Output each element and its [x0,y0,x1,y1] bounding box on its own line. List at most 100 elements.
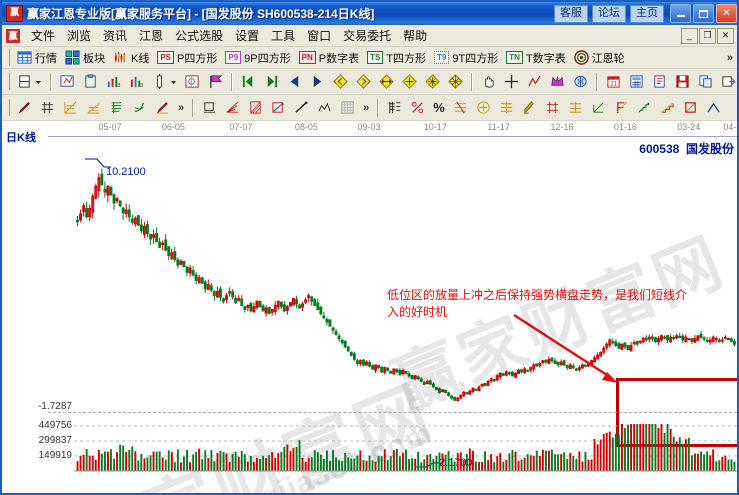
slope-button[interactable] [702,99,725,116]
p-number-table-button[interactable]: PN P数字表 [295,49,363,67]
brain-button[interactable] [569,73,592,90]
close-button[interactable]: ✕ [716,4,737,23]
menu-item-formula-screen[interactable]: 公式选股 [175,29,224,43]
menu-item-settings[interactable]: 设置 [235,29,260,43]
pct-line-button[interactable] [449,99,472,116]
menu-item-tools[interactable]: 工具 [271,29,296,43]
mdi-minimize-button[interactable]: _ [681,27,698,44]
sector-button[interactable]: 板块 [61,49,109,67]
pen-button[interactable] [13,99,36,116]
crosshair-icon [504,74,519,89]
box-pattern-button[interactable] [244,99,267,116]
zoom-search-button[interactable] [56,73,79,90]
9p-square-button[interactable]: P9 9P四方形 [221,49,294,67]
trendline-button[interactable] [290,99,313,116]
menu-item-help[interactable]: 帮助 [403,29,428,43]
zigzag2-button[interactable] [313,99,336,116]
toolbar-grip[interactable] [4,49,10,66]
crown-button[interactable] [546,73,569,90]
diamond-right-button[interactable] [352,73,375,90]
vertical-bar-button[interactable] [148,73,181,90]
export-button[interactable] [717,73,737,90]
menu-item-window[interactable]: 窗口 [307,29,332,43]
maximize-button[interactable] [693,4,714,23]
t-number-table-button[interactable]: TN T数字表 [502,49,569,67]
calendar-button[interactable]: 21 [602,73,625,90]
gold-bar-button[interactable] [495,99,518,116]
stair-button[interactable] [656,99,679,116]
minimize-button[interactable] [670,4,691,23]
price-pane[interactable] [2,155,737,413]
first-page-button[interactable] [237,73,260,90]
menu-item-file[interactable]: 文件 [31,29,56,43]
fan-lines-button[interactable] [221,99,244,116]
gann-fan-gold-button[interactable] [59,99,82,116]
toolbar-overflow-chevron[interactable]: » [726,51,733,64]
hand-button[interactable] [477,73,500,90]
diamond-cross-button[interactable] [398,73,421,90]
next-button[interactable] [306,73,329,90]
grid-lines-button[interactable] [36,99,59,116]
last-page-button[interactable] [260,73,283,90]
notes-button[interactable] [648,73,671,90]
mdi-close-button[interactable]: ✕ [717,27,734,44]
prev-button[interactable] [283,73,306,90]
copy-button[interactable] [694,73,717,90]
bar-chart-3b-button[interactable]: 3 [125,73,148,90]
ruler-button[interactable] [383,99,406,116]
mdi-restore-button[interactable]: ❐ [699,27,716,44]
9t-square-button[interactable]: T9 9T四方形 [430,49,502,67]
quotes-button[interactable]: 行情 [13,49,61,67]
percent-button[interactable]: % [429,99,449,116]
save-button[interactable] [671,73,694,90]
dropdown-arrow2-icon[interactable] [170,75,177,89]
chart-area[interactable]: 日K线 05-07 06-05 07-07 08-05 09-03 10-17 … [2,121,737,493]
fibonacci-button[interactable] [105,99,128,116]
clipboard-button[interactable] [79,73,102,90]
forum-button[interactable]: 论坛 [592,4,626,23]
paint-button[interactable] [518,99,541,116]
flag-button[interactable] [204,73,227,90]
curve-button[interactable] [128,99,151,116]
cross-red-button[interactable] [541,99,564,116]
menu-item-trading[interactable]: 交易委托 [343,29,392,43]
gold-ratio-button[interactable] [564,99,587,116]
p-square-button[interactable]: PS P四方形 [153,49,221,67]
diamond-multi-button[interactable] [444,73,467,90]
gann-wheel-button[interactable]: 江恩轮 [570,49,629,67]
diamond-both-button[interactable] [375,73,398,90]
gann-fan2-button[interactable] [82,99,105,116]
kline-button[interactable]: K线 [109,49,153,67]
settings-chart-button[interactable] [181,73,204,90]
gold-circle-button[interactable] [472,99,495,116]
menu-item-browse[interactable]: 浏览 [67,29,92,43]
drawing-overflow-chevron-2[interactable]: » [363,101,370,114]
t-square-button[interactable]: TS T四方形 [363,49,430,67]
dropdown-arrow-icon[interactable] [35,75,42,89]
grid-mesh-button[interactable] [336,99,359,116]
f-line-button[interactable] [610,99,633,116]
box-red-button[interactable] [679,99,702,116]
homepage-button[interactable]: 主页 [630,4,664,23]
menu-item-news[interactable]: 资讯 [103,29,128,43]
calculator-button[interactable] [625,73,648,90]
volume-pane[interactable]: 449756 299837 149919 [2,420,737,493]
zigzag-button[interactable] [523,73,546,90]
diamond-star-button[interactable] [421,73,444,90]
drawing-overflow-chevron-1[interactable]: » [178,101,185,114]
menu-item-gann[interactable]: 江恩 [139,29,164,43]
percent-red-button[interactable] [406,99,429,116]
period-day-button[interactable] [13,73,46,90]
percent-icon: % [433,100,445,115]
square-frame-button[interactable] [198,99,221,116]
diamond-left-button[interactable] [329,73,352,90]
toolbar-grip-2[interactable] [4,73,10,90]
bar-chart-3-button[interactable]: 3 [102,73,125,90]
box-arrow-button[interactable] [267,99,290,116]
pencil-red-button[interactable] [151,99,174,116]
customer-service-button[interactable]: 客服 [554,4,588,23]
angle-button[interactable] [587,99,610,116]
step-button[interactable] [633,99,656,116]
toolbar-grip-3[interactable] [4,99,10,116]
crosshair-button[interactable] [500,73,523,90]
